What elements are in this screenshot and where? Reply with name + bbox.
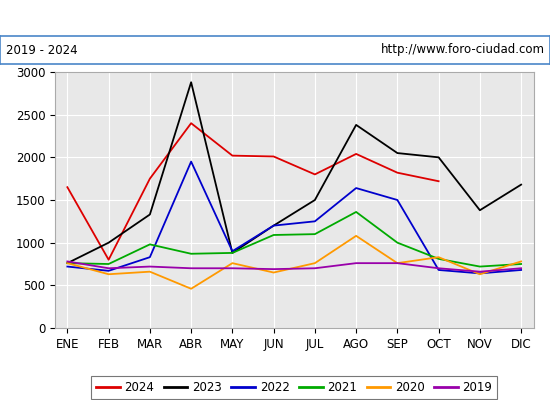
Legend: 2024, 2023, 2022, 2021, 2020, 2019: 2024, 2023, 2022, 2021, 2020, 2019 bbox=[91, 376, 497, 399]
Text: http://www.foro-ciudad.com: http://www.foro-ciudad.com bbox=[381, 44, 544, 56]
Text: 2019 - 2024: 2019 - 2024 bbox=[6, 44, 77, 56]
Text: Evolucion Nº Turistas Extranjeros en el municipio de Alburquerque: Evolucion Nº Turistas Extranjeros en el … bbox=[32, 10, 518, 26]
